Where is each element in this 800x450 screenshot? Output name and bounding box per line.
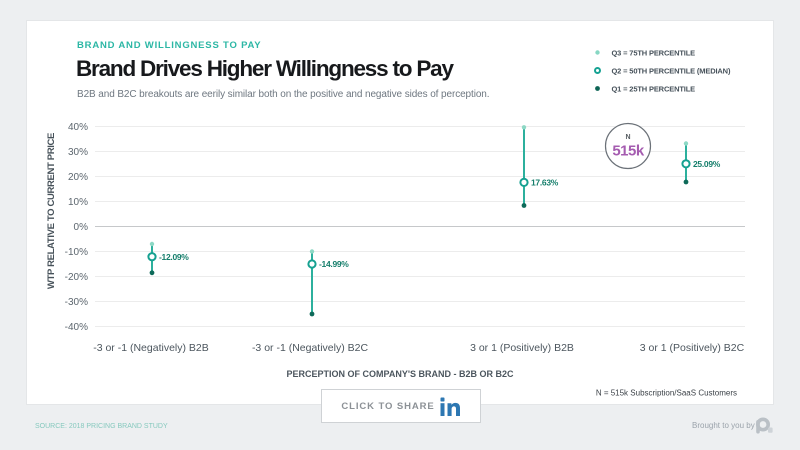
svg-text:-3 or -1 (Negatively) B2C: -3 or -1 (Negatively) B2C [252, 342, 369, 354]
svg-text:3 or 1 (Positively) B2C: 3 or 1 (Positively) B2C [640, 342, 745, 354]
svg-text:-3 or -1 (Negatively) B2B: -3 or -1 (Negatively) B2B [93, 342, 209, 354]
svg-text:-30%: -30% [65, 297, 88, 308]
svg-text:Q2 = 50TH PERCENTILE (MEDIAN): Q2 = 50TH PERCENTILE (MEDIAN) [612, 67, 731, 76]
svg-text:10%: 10% [68, 197, 88, 208]
svg-text:40%: 40% [68, 122, 88, 133]
svg-text:WTP RELATIVE TO CURRENT PRICE: WTP RELATIVE TO CURRENT PRICE [46, 133, 57, 289]
svg-text:20%: 20% [68, 172, 88, 183]
svg-text:515k: 515k [612, 143, 645, 160]
svg-text:Q1 = 25TH PERCENTILE: Q1 = 25TH PERCENTILE [612, 85, 696, 94]
svg-text:N = 515k Subscription/SaaS Cus: N = 515k Subscription/SaaS Customers [596, 389, 737, 398]
svg-text:-20%: -20% [65, 272, 88, 283]
svg-text:-12.09%: -12.09% [159, 252, 189, 262]
svg-text:30%: 30% [68, 147, 88, 158]
svg-text:-40%: -40% [65, 322, 88, 333]
svg-text:N: N [625, 134, 630, 141]
svg-text:Q3 = 75TH PERCENTILE: Q3 = 75TH PERCENTILE [612, 49, 696, 58]
svg-text:-14.99%: -14.99% [319, 259, 349, 269]
svg-text:PERCEPTION OF COMPANY'S BRAND: PERCEPTION OF COMPANY'S BRAND - B2B OR B… [287, 369, 514, 379]
svg-text:-10%: -10% [65, 247, 88, 258]
svg-text:17.63%: 17.63% [531, 178, 559, 188]
svg-text:0%: 0% [74, 222, 89, 233]
svg-text:25.09%: 25.09% [693, 159, 721, 169]
svg-text:3 or 1 (Positively) B2B: 3 or 1 (Positively) B2B [470, 342, 574, 354]
